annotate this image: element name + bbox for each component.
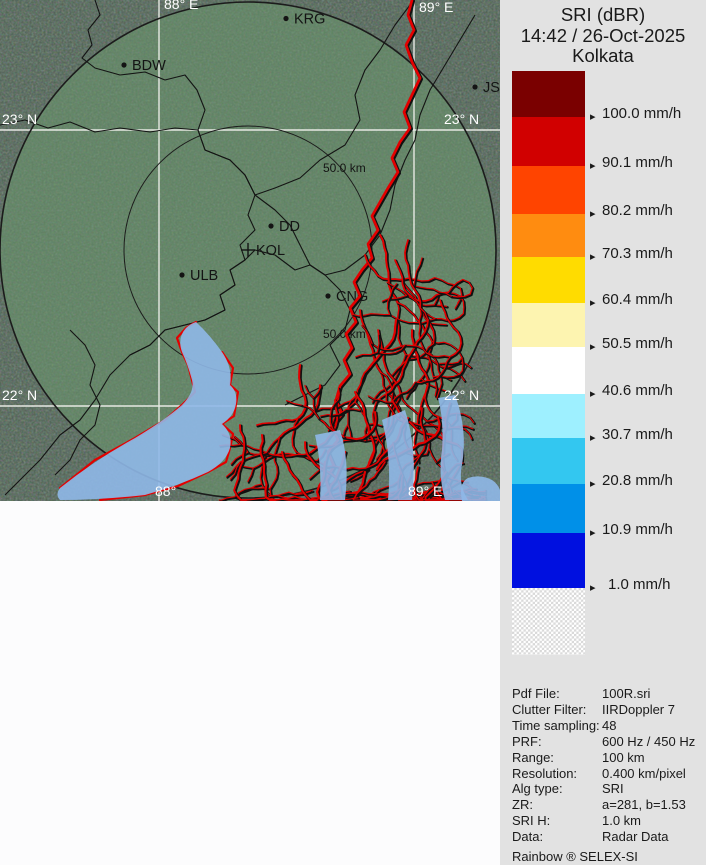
svg-text:ULB: ULB [190, 268, 218, 284]
svg-text:JSR: JSR [483, 80, 500, 96]
svg-text:89° E: 89° E [419, 0, 453, 15]
svg-text:50.0 km: 50.0 km [323, 161, 366, 175]
svg-text:23° N: 23° N [2, 111, 37, 127]
svg-text:22° N: 22° N [444, 387, 479, 403]
svg-text:KRG: KRG [294, 12, 325, 28]
svg-text:DD: DD [279, 219, 300, 235]
svg-text:89° E: 89° E [408, 483, 442, 499]
svg-text:BDW: BDW [132, 58, 166, 74]
svg-text:23° N: 23° N [444, 111, 479, 127]
svg-text:88° E: 88° E [164, 0, 198, 12]
svg-text:CNG: CNG [336, 289, 368, 305]
svg-text:88°: 88° [155, 483, 176, 499]
svg-text:22° N: 22° N [2, 387, 37, 403]
svg-text:KOL: KOL [256, 243, 285, 259]
svg-text:50.0 km: 50.0 km [323, 327, 366, 341]
